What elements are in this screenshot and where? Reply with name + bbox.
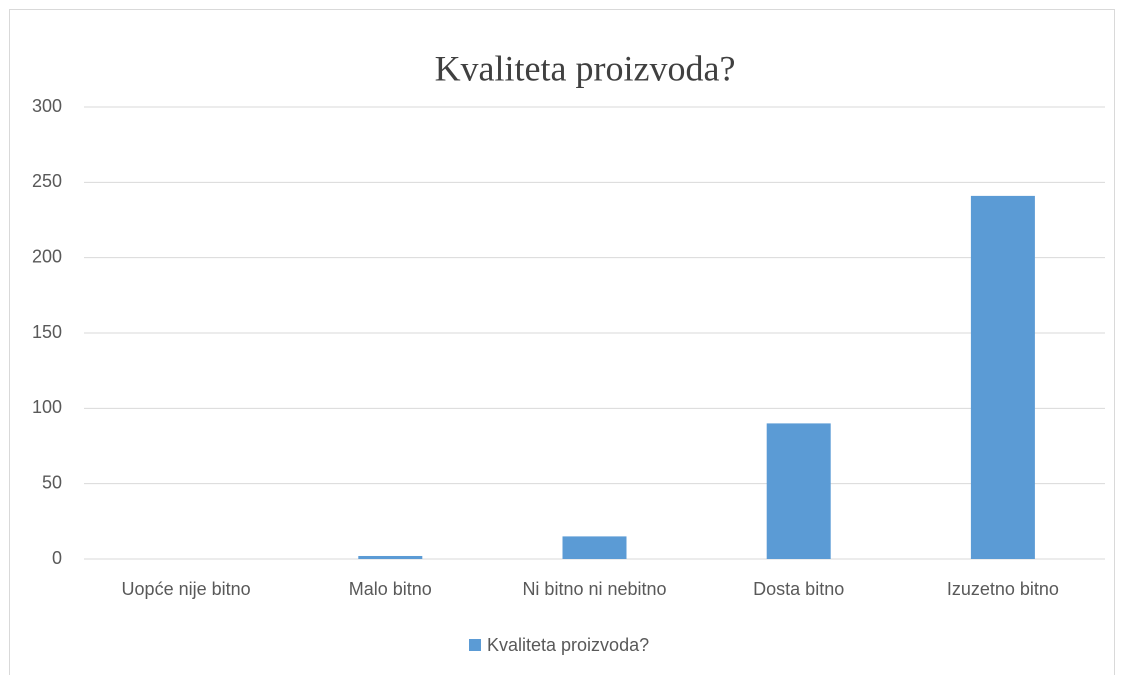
y-tick-label: 200	[32, 246, 62, 266]
y-tick-label: 50	[42, 472, 62, 492]
y-tick-label: 250	[32, 171, 62, 191]
legend-label: Kvaliteta proizvoda?	[487, 635, 649, 655]
bar	[562, 536, 627, 559]
legend-swatch	[469, 639, 481, 651]
y-tick-label: 300	[32, 96, 62, 116]
x-tick-label: Malo bitno	[349, 579, 432, 599]
chart-title: Kvaliteta proizvoda?	[435, 48, 736, 88]
y-tick-label: 150	[32, 322, 62, 342]
x-tick-label: Izuzetno bitno	[947, 579, 1059, 599]
bar	[766, 423, 831, 559]
x-tick-label: Uopće nije bitno	[122, 579, 251, 599]
x-tick-label: Dosta bitno	[753, 579, 844, 599]
x-tick-label: Ni bitno ni nebitno	[522, 579, 666, 599]
chart-border	[9, 9, 1115, 675]
bar	[970, 195, 1035, 560]
y-tick-label: 100	[32, 397, 62, 417]
bar	[358, 555, 423, 559]
y-tick-label: 0	[52, 548, 62, 568]
